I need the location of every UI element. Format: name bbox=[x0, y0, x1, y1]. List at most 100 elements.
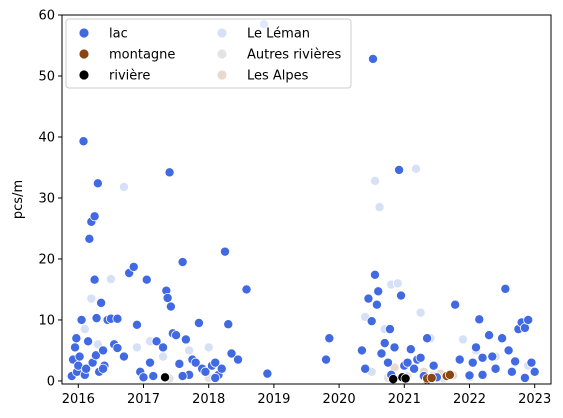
point-lac bbox=[128, 261, 139, 272]
legend-label: rivière bbox=[109, 69, 150, 84]
point-lac bbox=[477, 352, 488, 363]
point-le-l-man bbox=[131, 342, 142, 353]
point-lac bbox=[529, 366, 540, 377]
point-lac bbox=[200, 366, 211, 377]
point-lac bbox=[148, 371, 159, 382]
point-lac bbox=[500, 283, 511, 294]
point-montagne bbox=[444, 369, 455, 380]
point-lac bbox=[402, 357, 413, 368]
point-lac bbox=[76, 314, 87, 325]
point-lac bbox=[371, 299, 382, 310]
point-lac bbox=[526, 357, 537, 368]
point-lac bbox=[415, 352, 426, 363]
point-lac bbox=[396, 290, 407, 301]
point-le-l-man bbox=[457, 334, 468, 345]
point-lac bbox=[363, 293, 374, 304]
y-tick-label: 50 bbox=[38, 69, 55, 84]
point-lac bbox=[84, 233, 95, 244]
point-lac bbox=[262, 368, 273, 379]
point-lac bbox=[162, 293, 173, 304]
point-lac bbox=[389, 342, 400, 353]
point-lac bbox=[477, 369, 488, 380]
legend-marker bbox=[216, 27, 228, 39]
point-lac bbox=[405, 344, 416, 355]
point-lac bbox=[193, 318, 204, 329]
y-tick-label: 20 bbox=[38, 252, 55, 267]
point-lac bbox=[112, 313, 123, 324]
point-lac bbox=[474, 314, 485, 325]
point-lac bbox=[523, 314, 534, 325]
point-le-l-man bbox=[79, 324, 90, 335]
point-lac bbox=[503, 345, 514, 356]
legend-marker bbox=[78, 69, 90, 81]
point-lac bbox=[490, 363, 501, 374]
point-lac bbox=[89, 211, 100, 222]
point-lac bbox=[216, 363, 227, 374]
point-lac bbox=[158, 342, 169, 353]
point-lac bbox=[219, 246, 230, 257]
point-le-l-man bbox=[369, 175, 380, 186]
point-lac bbox=[118, 351, 129, 362]
point-lac bbox=[91, 313, 102, 324]
point-lac bbox=[151, 336, 162, 347]
point-lac bbox=[471, 342, 482, 353]
legend-label: Autres rivières bbox=[247, 48, 342, 63]
point-le-l-man bbox=[118, 181, 129, 192]
point-lac bbox=[360, 363, 371, 374]
legend-marker bbox=[216, 69, 228, 81]
point-le-l-man bbox=[392, 278, 403, 289]
point-lac bbox=[366, 316, 377, 327]
point-lac bbox=[369, 269, 380, 280]
x-tick-label: 2018 bbox=[192, 392, 225, 407]
point-lac bbox=[382, 357, 393, 368]
legend: lac montagne rivière Le Léman Autres rivière… bbox=[65, 18, 352, 89]
legend-box bbox=[65, 18, 352, 89]
point-lac bbox=[409, 363, 420, 374]
point-lac bbox=[98, 345, 109, 356]
point-lac bbox=[81, 363, 92, 374]
legend-label: montagne bbox=[109, 48, 175, 63]
point-lac bbox=[98, 363, 109, 374]
legend-marker bbox=[78, 27, 90, 39]
point-lac bbox=[226, 348, 237, 359]
point-le-l-man bbox=[105, 274, 116, 285]
legend-label: Le Léman bbox=[247, 27, 310, 42]
point-montagne bbox=[426, 372, 437, 383]
point-le-l-man bbox=[184, 345, 195, 356]
point-lac bbox=[141, 274, 152, 285]
point-lac bbox=[131, 319, 142, 330]
point-le-l-man bbox=[86, 293, 97, 304]
y-tick-label: 60 bbox=[38, 9, 55, 24]
point-lac bbox=[467, 357, 478, 368]
point-lac bbox=[454, 354, 465, 365]
x-tick-label: 2023 bbox=[518, 392, 551, 407]
legend-marker bbox=[216, 48, 228, 60]
point-le-l-man bbox=[374, 202, 385, 213]
y-tick-label: 40 bbox=[38, 130, 55, 145]
point-lac bbox=[241, 284, 252, 295]
point-lac bbox=[464, 370, 475, 381]
point-lac bbox=[497, 333, 508, 344]
point-lac bbox=[233, 354, 244, 365]
point-lac bbox=[223, 319, 234, 330]
point-le-l-man bbox=[415, 307, 426, 318]
point-le-l-man bbox=[158, 351, 169, 362]
y-tick-label: 10 bbox=[38, 313, 55, 328]
point-lac bbox=[450, 299, 461, 310]
point-le-l-man bbox=[203, 342, 214, 353]
point-lac bbox=[506, 366, 517, 377]
x-tick-label: 2017 bbox=[127, 392, 160, 407]
point-lac bbox=[78, 136, 89, 147]
x-tick-label: 2019 bbox=[257, 392, 290, 407]
point-lac bbox=[70, 342, 81, 353]
point-lac bbox=[190, 357, 201, 368]
point-lac bbox=[368, 53, 379, 64]
point-le-l-man bbox=[411, 163, 422, 174]
point-lac bbox=[96, 297, 107, 308]
data-points bbox=[66, 19, 540, 385]
point-lac bbox=[171, 330, 182, 341]
point-rivi-re bbox=[400, 373, 411, 384]
point-lac bbox=[210, 357, 221, 368]
point-lac bbox=[71, 333, 82, 344]
